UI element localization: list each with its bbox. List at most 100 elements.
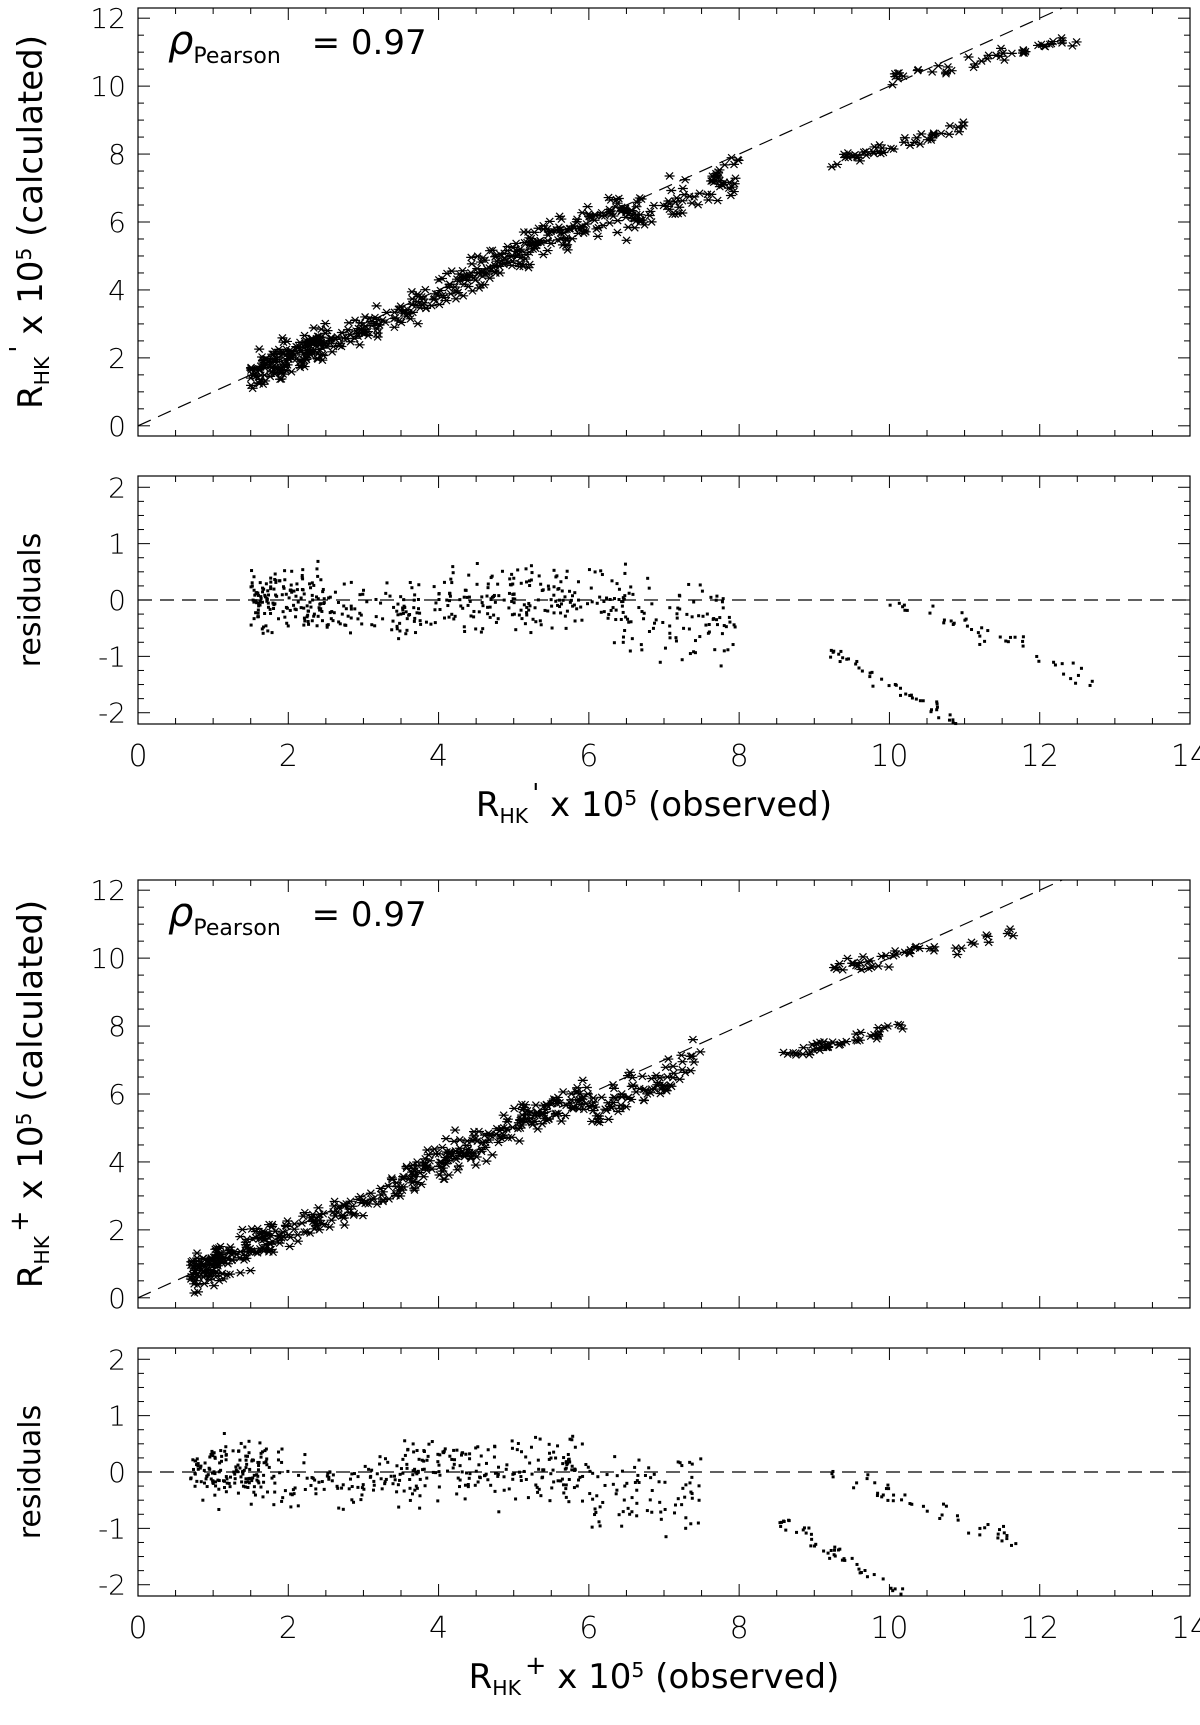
data-point [466, 1483, 470, 1487]
data-point [619, 617, 623, 621]
data-point [448, 592, 452, 596]
data-point [677, 1065, 688, 1074]
y-tick-label: 4 [108, 274, 126, 307]
data-point [629, 620, 633, 624]
data-point [262, 1473, 266, 1477]
data-point [615, 1488, 619, 1492]
data-point [273, 577, 277, 581]
data-point [728, 620, 732, 624]
data-point [644, 211, 655, 220]
data-point [942, 618, 946, 622]
data-point [860, 669, 864, 673]
data-point [559, 580, 563, 584]
data-point [555, 234, 566, 243]
data-point [631, 202, 642, 211]
data-point [687, 199, 698, 208]
data-point [470, 1161, 481, 1169]
data-point [870, 670, 874, 674]
data-point [720, 600, 724, 604]
data-point [554, 599, 558, 603]
data-point [264, 624, 268, 628]
data-point [317, 606, 321, 610]
x-tick-label: 4 [429, 1611, 448, 1646]
data-point [608, 1084, 619, 1093]
data-point [631, 1087, 642, 1096]
data-point [1005, 1537, 1009, 1541]
data-point [265, 1457, 269, 1461]
data-point [547, 587, 551, 591]
data-point [661, 620, 665, 624]
data-point [584, 1463, 588, 1467]
data-point [214, 1484, 218, 1488]
data-point [264, 1460, 268, 1464]
data-point [663, 1507, 667, 1511]
data-point [936, 129, 947, 138]
data-point [592, 232, 603, 241]
data-point [192, 1467, 196, 1471]
data-point [539, 623, 543, 627]
data-point [615, 582, 619, 586]
data-point [416, 293, 427, 301]
data-point [277, 617, 281, 621]
data-point [418, 619, 422, 623]
data-point [285, 621, 289, 625]
data-point [436, 1499, 440, 1503]
data-point [393, 305, 404, 314]
data-point [205, 1485, 209, 1489]
pearson-annotation: ρPearson = 0.97 [168, 890, 427, 941]
data-point [640, 648, 644, 652]
data-point [668, 636, 672, 640]
data-point [659, 1517, 663, 1521]
data-point [603, 1115, 614, 1124]
y-tick-label: 1 [108, 528, 126, 561]
data-point [218, 1254, 229, 1263]
data-point [942, 1502, 946, 1506]
data-point [451, 1466, 455, 1470]
data-point [349, 607, 353, 611]
data-point [380, 1487, 384, 1491]
data-point [514, 628, 518, 632]
data-point [402, 1489, 406, 1493]
data-point [837, 1038, 848, 1047]
data-point [508, 577, 512, 581]
data-point [500, 569, 504, 573]
data-point [623, 594, 627, 598]
data-point [681, 1486, 685, 1490]
data-point [289, 1492, 293, 1496]
pearson-value: = 0.97 [301, 23, 427, 63]
data-point [203, 1461, 207, 1465]
data-point [247, 1451, 251, 1455]
data-point [983, 1526, 987, 1530]
data-point [209, 1453, 213, 1457]
data-point [306, 613, 310, 617]
data-point [875, 1494, 879, 1498]
data-point [478, 1475, 482, 1479]
data-point [337, 1506, 341, 1510]
data-point [270, 364, 281, 373]
data-point [401, 608, 405, 612]
data-point [954, 722, 958, 726]
data-point [253, 593, 257, 597]
x-tick-label: 0 [128, 739, 147, 774]
data-point [240, 1470, 244, 1474]
data-point [224, 1458, 228, 1462]
data-point [557, 587, 561, 591]
data-point [730, 174, 741, 183]
data-point [530, 1472, 534, 1476]
data-point [537, 1467, 541, 1471]
data-point [903, 1493, 907, 1497]
data-point [822, 1549, 826, 1553]
pearson-sub: Pearson [193, 916, 280, 941]
data-point [878, 148, 889, 157]
data-point [690, 1475, 694, 1479]
data-point [295, 588, 299, 592]
data-point [209, 1477, 213, 1481]
data-point [296, 1504, 300, 1508]
data-point [412, 1450, 416, 1454]
data-point [620, 1524, 624, 1528]
data-point [389, 323, 400, 332]
data-point [427, 1442, 431, 1446]
data-point [630, 637, 634, 641]
data-point [340, 612, 344, 616]
data-point [839, 649, 843, 653]
